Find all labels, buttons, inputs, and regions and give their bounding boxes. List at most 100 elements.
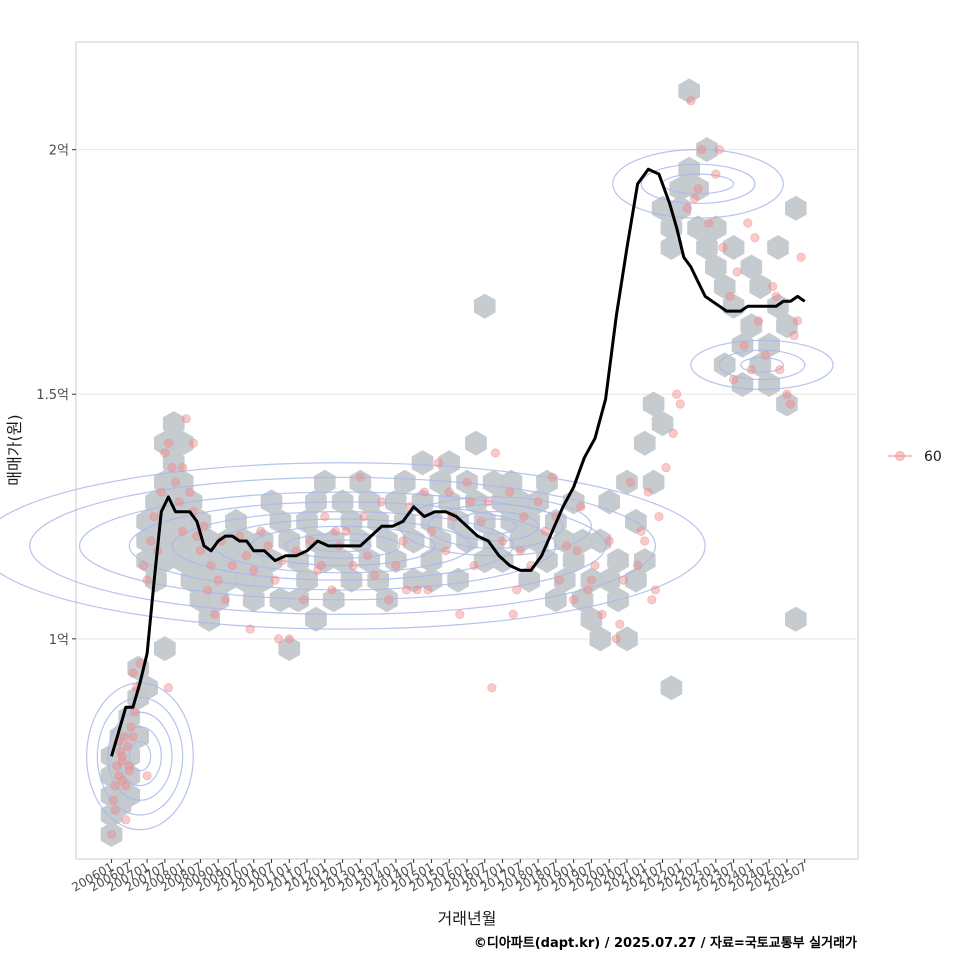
scatter-point — [771, 291, 781, 301]
density-contour — [473, 518, 518, 535]
hexbin-cell — [376, 587, 398, 613]
scatter-point — [298, 595, 309, 605]
scatter-point — [796, 252, 806, 262]
hexbin-cell — [358, 548, 381, 574]
scatter-point — [115, 746, 126, 756]
scatter-point — [124, 761, 134, 771]
hexbin-cell — [651, 411, 674, 437]
hexbin-cell — [642, 469, 665, 495]
hexbin-cell — [385, 489, 407, 515]
hexbin-cell — [162, 411, 185, 437]
y-tick-label: 2억 — [49, 144, 69, 159]
hexbin-cell — [260, 489, 283, 515]
scatter-point — [126, 722, 136, 732]
scatter-point — [327, 585, 337, 595]
scatter-point — [178, 463, 188, 473]
hexbin-cell — [482, 469, 505, 495]
scatter-point — [760, 350, 771, 360]
scatter-point — [170, 477, 181, 487]
y-tick-label: 1.5억 — [36, 388, 69, 403]
scatter-point — [245, 624, 255, 634]
scatter-point — [146, 536, 156, 546]
scatter-point — [693, 184, 703, 194]
hexbin-cell — [713, 274, 736, 300]
hexbin-cell — [545, 587, 567, 613]
density-contour — [118, 726, 162, 787]
scatter-point — [725, 291, 735, 301]
hexbin-cell — [740, 313, 763, 339]
scatter-point — [768, 282, 778, 292]
hexbin-cell — [438, 450, 461, 476]
density-contour — [398, 496, 593, 557]
scatter-point — [305, 536, 316, 546]
scatter-point — [483, 497, 493, 507]
scatter-point — [106, 829, 117, 840]
scatter-point — [419, 487, 429, 497]
scatter-point — [661, 463, 671, 473]
scatter-point — [149, 511, 159, 522]
hexbin-cell — [278, 636, 301, 662]
scatter-point — [515, 546, 525, 556]
scatter-point — [668, 428, 678, 438]
x-axis-title: 거래년월 — [438, 909, 497, 928]
scatter-point — [348, 560, 358, 571]
density-contour — [718, 349, 806, 381]
hexbin-cell — [314, 548, 336, 574]
scatter-point — [753, 316, 764, 326]
hexbin-cell — [136, 548, 158, 574]
scatter-point — [398, 536, 408, 546]
scatter-point — [732, 267, 742, 277]
scatter-point — [320, 511, 330, 522]
hexbin-cell — [722, 235, 745, 260]
density-contour — [452, 511, 539, 542]
hexbin-cell — [376, 528, 398, 554]
scatter-point — [117, 756, 127, 766]
scatter-point — [625, 477, 636, 487]
hexbin-cell — [553, 567, 576, 593]
hexbin-cell — [633, 548, 656, 574]
scatter-point — [554, 575, 565, 585]
hexbin-cell — [713, 352, 736, 378]
hexbin-cell — [518, 567, 540, 593]
scatter-point — [497, 536, 508, 546]
hexbin-cell — [571, 587, 594, 613]
hexbin-cell — [465, 430, 487, 456]
scatter-point — [465, 497, 476, 507]
scatter-point — [121, 781, 131, 791]
scatter-point — [487, 683, 497, 693]
hexbin-cell — [154, 636, 176, 662]
scatter-point — [686, 96, 696, 106]
legend-label: 60 — [924, 449, 942, 465]
hexbin-cell — [678, 78, 700, 104]
hexbin-cell — [687, 215, 709, 241]
hexbin-cell — [527, 528, 549, 554]
hexbin-cell — [367, 567, 389, 593]
hexbin-cell — [198, 606, 221, 632]
hexbin-cell — [758, 372, 780, 397]
scatter-point — [124, 766, 134, 776]
scatter-point — [490, 448, 501, 458]
hexbin-cell — [287, 587, 309, 613]
scatter-point — [199, 521, 209, 531]
scatter-point — [341, 526, 351, 536]
scatter-point — [213, 575, 223, 585]
scatter-point — [636, 526, 646, 536]
density-contour — [640, 163, 756, 205]
scatter-point — [391, 560, 401, 571]
density-contour — [612, 149, 784, 219]
scatter-point — [789, 330, 799, 341]
scatter-point — [583, 585, 593, 595]
hexbin-cell — [696, 235, 718, 260]
y-axis-title: 매매가(원) — [5, 414, 24, 485]
hexbin-cell — [145, 567, 167, 593]
hexbin-cell — [705, 215, 727, 241]
source-caption: ©디아파트(dapt.kr) / 2025.07.27 / 자료=국토교통부 실… — [474, 935, 857, 951]
scatter-point — [242, 551, 252, 561]
scatter-point — [369, 570, 380, 580]
hexbin-cell — [465, 489, 487, 515]
hexbin-cell — [429, 469, 452, 495]
hexbin-cell — [296, 567, 318, 593]
scatter-point — [110, 805, 120, 815]
hexbin-cell — [234, 567, 256, 593]
density-contour — [128, 740, 152, 772]
